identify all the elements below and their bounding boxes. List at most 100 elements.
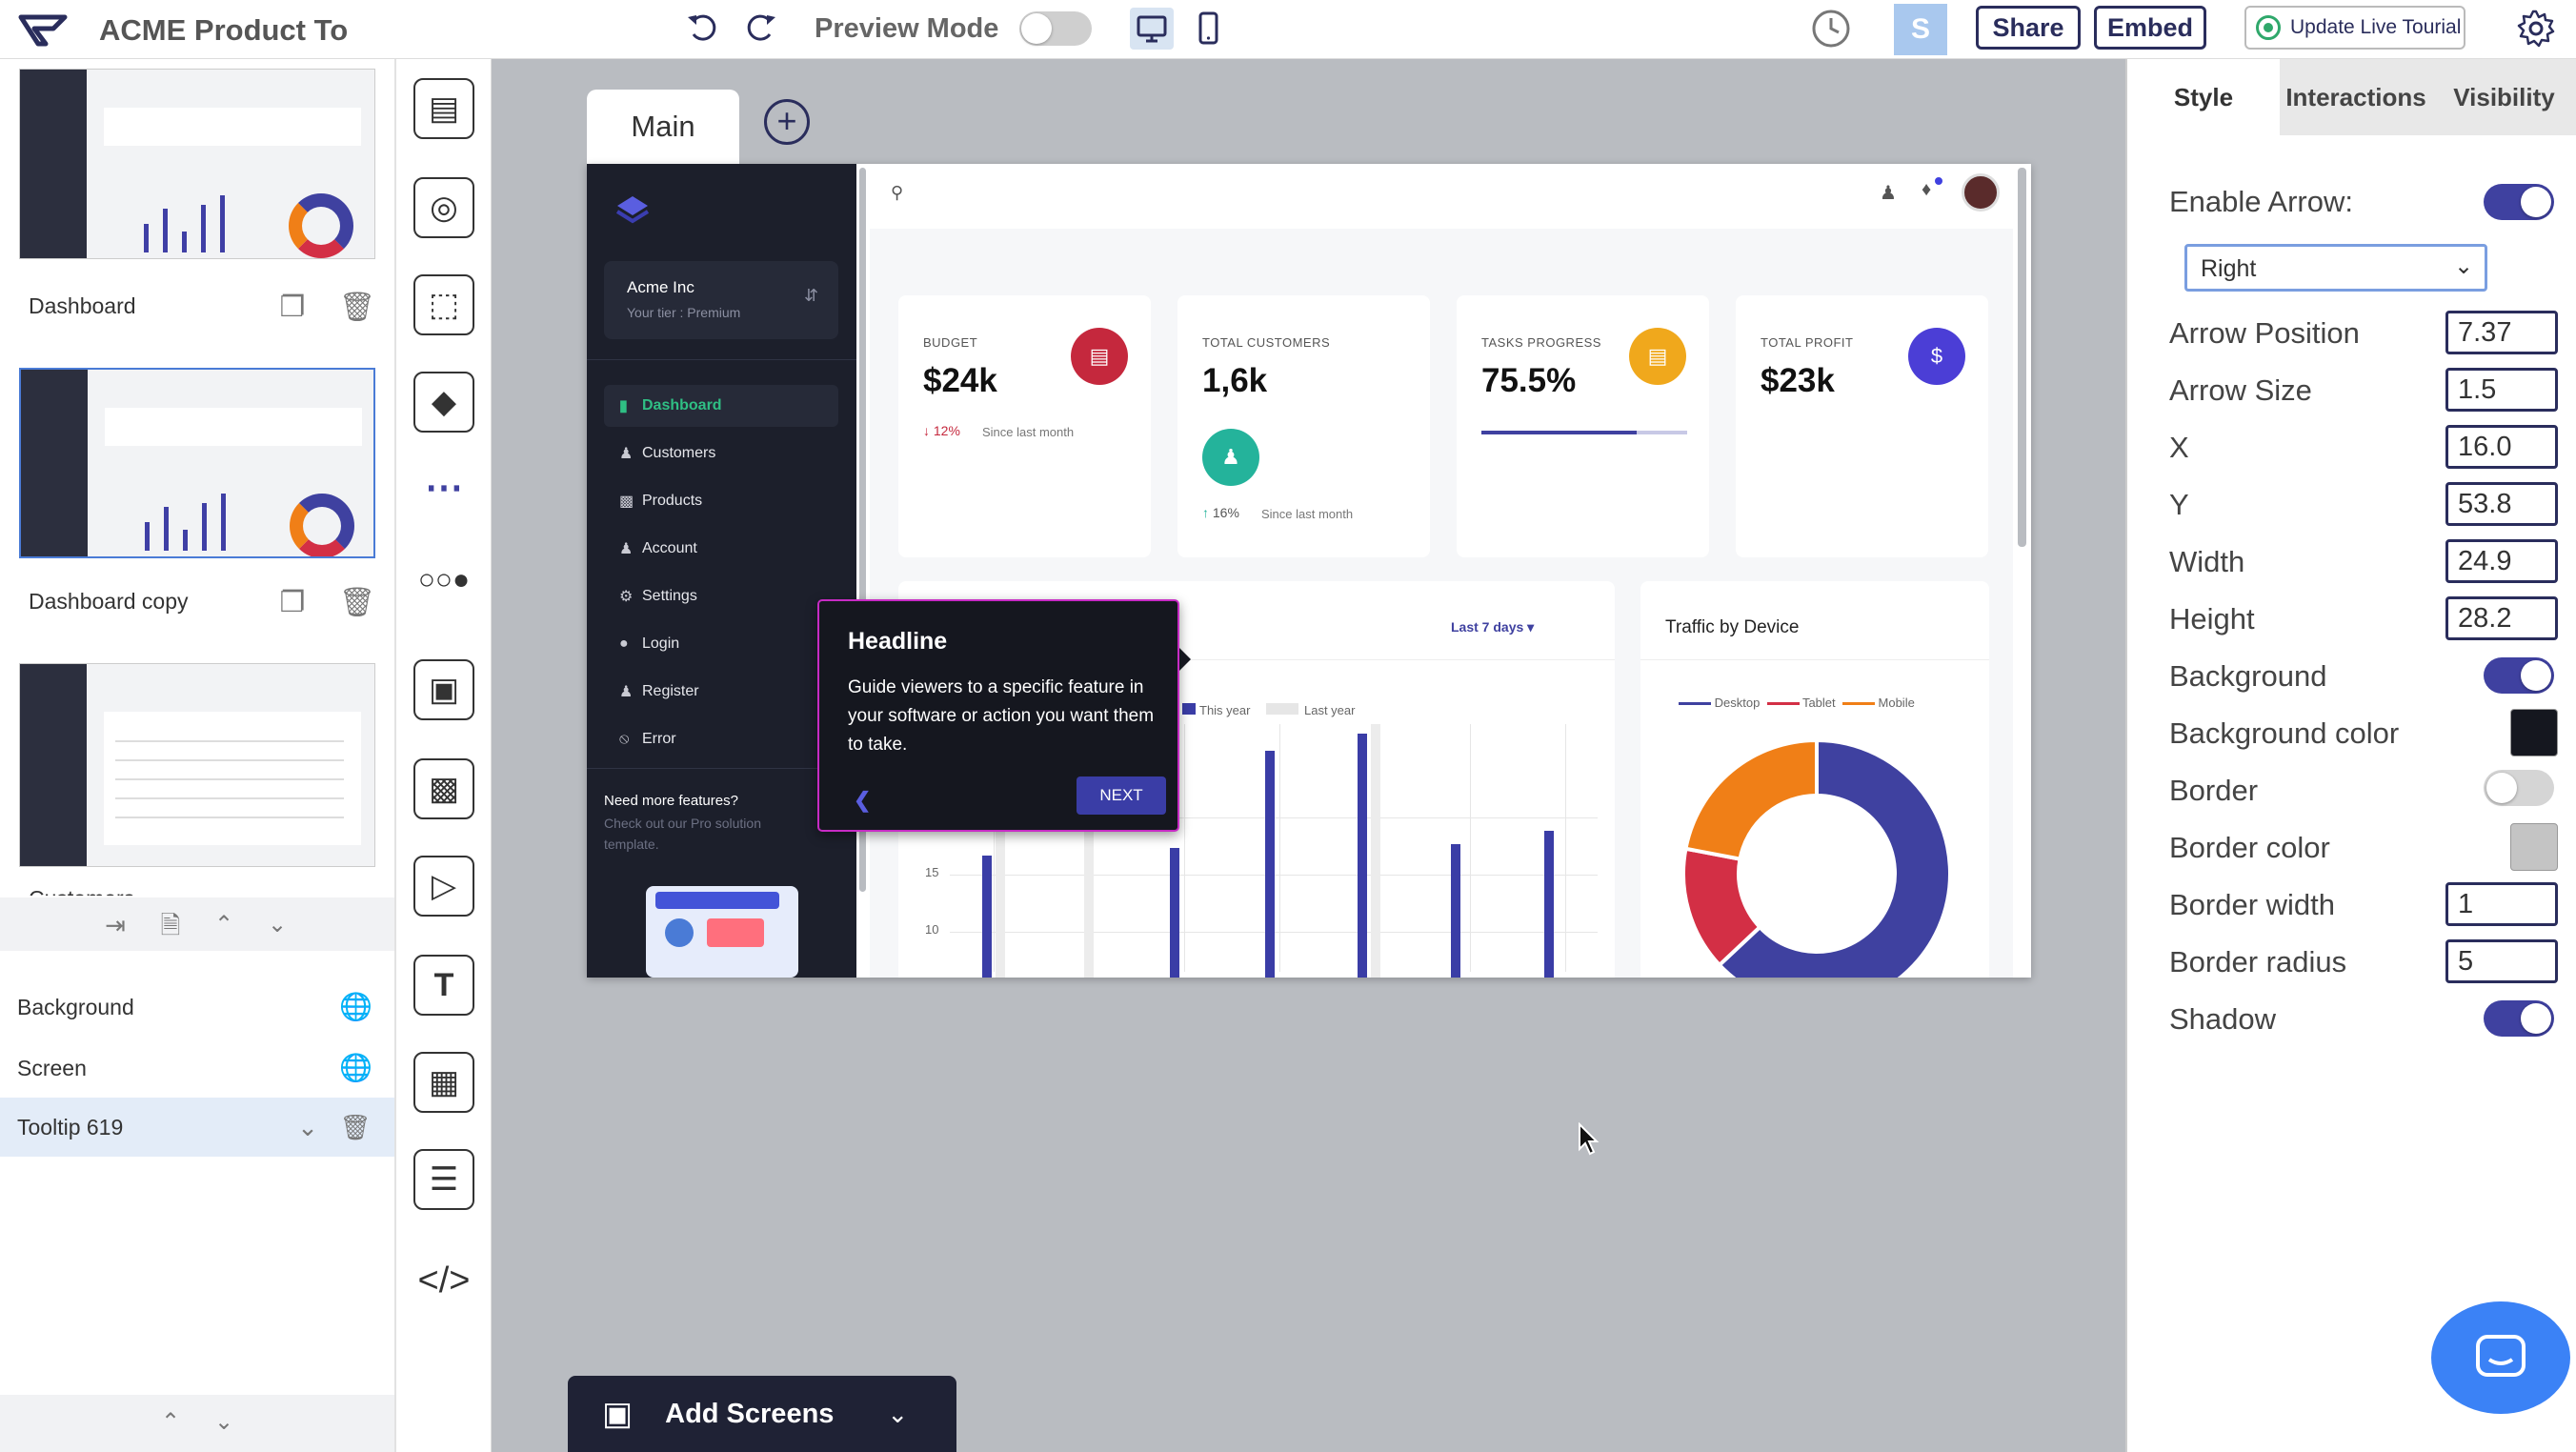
screen-title[interactable]: Dashboard — [29, 293, 136, 318]
enable-arrow-toggle[interactable] — [2484, 184, 2554, 220]
import-screen-icon[interactable]: ⇥ — [105, 911, 126, 939]
tab-visibility[interactable]: Visibility — [2432, 59, 2576, 135]
code-tool-icon[interactable]: </> — [417, 1260, 471, 1301]
delete-screen-icon[interactable]: 🗑 — [339, 587, 376, 618]
tooltip-arrow — [1179, 648, 1191, 671]
border-toggle[interactable] — [2484, 770, 2554, 806]
arrow-size-input[interactable]: 1.5 — [2445, 368, 2558, 412]
tooltip-next-button[interactable]: NEXT — [1077, 776, 1166, 815]
chat-support-button[interactable] — [2431, 1301, 2570, 1414]
border-width-input[interactable]: 1 — [2445, 882, 2558, 926]
mock-nav-dashboard: ▮ Dashboard — [604, 385, 838, 427]
add-tab-icon[interactable]: + — [764, 99, 810, 145]
settings-gear-icon[interactable] — [2515, 8, 2557, 50]
height-input[interactable]: 28.2 — [2445, 596, 2558, 640]
chevron-down-icon[interactable]: ⌄ — [297, 1113, 318, 1141]
add-screens-button[interactable]: ▣ Add Screens ⌄ — [568, 1376, 956, 1452]
form-tool-icon[interactable]: ☰ — [413, 1149, 474, 1210]
preview-mode-toggle[interactable] — [1019, 11, 1092, 46]
card-value: 1,6k — [1202, 362, 1268, 399]
mock-nav-label: Settings — [642, 588, 697, 604]
bar-last-year — [1084, 810, 1094, 978]
screen-actions-bar — [0, 897, 394, 951]
mock-nav-label: Login — [642, 635, 680, 652]
scroll-down-icon[interactable]: ⌄ — [213, 1409, 234, 1435]
tab-style[interactable]: Style — [2127, 59, 2280, 135]
update-live-tourial-button[interactable]: Update Live Tourial — [2244, 6, 2465, 50]
tooltip-619[interactable]: Headline Guide viewers to a specific fea… — [817, 599, 1179, 832]
new-screen-icon[interactable]: 🗎 — [160, 911, 181, 939]
app-logo-icon[interactable] — [17, 11, 72, 50]
image-tool-icon[interactable]: ▣ — [413, 659, 474, 720]
undo-icon[interactable] — [684, 11, 722, 46]
delete-screen-icon[interactable]: 🗑 — [339, 292, 376, 323]
mobile-view-icon[interactable] — [1189, 8, 1227, 50]
screen-thumbnail[interactable] — [19, 663, 375, 867]
element-toolbar: ▤ ◎ ⬚ ◆ ⋯ ○○● ▣ ▩ ▷ T ▦ ☰ </> — [396, 59, 492, 1452]
redo-icon[interactable] — [741, 11, 779, 46]
card-label: TOTAL CUSTOMERS — [1202, 335, 1331, 350]
screen-thumbnail[interactable] — [19, 368, 375, 558]
arrow-position-input[interactable]: 7.37 — [2445, 311, 2558, 354]
scroll-up-icon[interactable]: ⌃ — [160, 1409, 181, 1435]
add-screens-label: Add Screens — [665, 1398, 835, 1429]
border-radius-input[interactable]: 5 — [2445, 939, 2558, 983]
bar-this-year — [1451, 844, 1460, 978]
app-title[interactable]: ACME Product To — [99, 13, 349, 47]
share-button[interactable]: Share — [1976, 6, 2081, 50]
delete-layer-icon[interactable]: 🗑 — [339, 1113, 372, 1141]
annotation-tool-icon[interactable]: ▩ — [413, 758, 474, 819]
background-color-swatch[interactable] — [2510, 709, 2558, 756]
screen-title[interactable]: Dashboard copy — [29, 589, 189, 614]
blur-tool-icon[interactable]: ◆ — [413, 372, 474, 433]
history-clock-icon[interactable] — [1810, 8, 1852, 50]
legend-label: Tablet — [1801, 696, 1836, 710]
tooltip-headline[interactable]: Headline — [848, 628, 948, 655]
screen-preview[interactable]: Acme Inc Your tier : Premium ⇵ ▮ Dashboar… — [587, 164, 2031, 978]
layer-row[interactable]: Screen 🌐 — [0, 1039, 394, 1098]
tooltip-back-icon[interactable]: ❮ — [854, 788, 872, 812]
border-color-swatch[interactable] — [2510, 823, 2558, 871]
bar-this-year — [1265, 751, 1275, 978]
video-tool-icon[interactable]: ▷ — [413, 856, 474, 917]
hotspot-tool-icon[interactable]: ◎ — [413, 177, 474, 238]
layer-row-selected[interactable]: Tooltip 619 ⌄ 🗑 — [0, 1098, 394, 1157]
arrow-direction-select[interactable]: Right ⌄ — [2184, 244, 2487, 292]
profit-icon: $ — [1908, 328, 1965, 385]
screen-title[interactable]: Customers — [29, 886, 134, 896]
tab-main[interactable]: Main — [587, 90, 739, 164]
shape-tool-icon[interactable]: ▦ — [413, 1052, 474, 1113]
embed-button[interactable]: Embed — [2094, 6, 2206, 50]
width-input[interactable]: 24.9 — [2445, 539, 2558, 583]
traffic-title: Traffic by Device — [1665, 617, 1800, 637]
donut-slice-desktop — [1717, 737, 1952, 978]
x-input[interactable]: 16.0 — [2445, 425, 2558, 469]
screen-thumbnail[interactable] — [19, 69, 375, 259]
more-dots-icon[interactable]: ⋯ — [425, 467, 463, 509]
mock-nav-label: Register — [642, 683, 699, 699]
duplicate-screen-icon[interactable]: ❐ — [279, 587, 306, 618]
user-avatar[interactable]: S — [1894, 4, 1947, 55]
y-label: Y — [2169, 488, 2189, 521]
background-toggle[interactable] — [2484, 657, 2554, 694]
globe-icon[interactable]: 🌐 — [339, 992, 372, 1021]
tooltip-body[interactable]: Guide viewers to a specific feature in y… — [848, 677, 1155, 755]
progress-dots-icon[interactable]: ○○● — [417, 564, 471, 595]
bar-last-year — [1371, 724, 1380, 978]
tooltip-tool-icon[interactable]: ▤ — [413, 78, 474, 139]
duplicate-screen-icon[interactable]: ❐ — [279, 292, 306, 323]
y-input[interactable]: 53.8 — [2445, 482, 2558, 526]
customers-icon: ♟ — [1202, 429, 1259, 486]
select-area-tool-icon[interactable]: ⬚ — [413, 274, 474, 335]
shadow-toggle[interactable] — [2484, 1000, 2554, 1037]
text-tool-icon[interactable]: T — [413, 955, 474, 1016]
layer-row[interactable]: Background 🌐 — [0, 978, 394, 1037]
tab-label: Style — [2173, 82, 2234, 111]
shadow-label: Shadow — [2169, 1002, 2277, 1036]
desktop-view-icon[interactable] — [1130, 8, 1174, 50]
tab-interactions[interactable]: Interactions — [2280, 59, 2432, 135]
move-down-icon[interactable]: ⌄ — [267, 912, 288, 938]
mock-logo-icon — [614, 192, 652, 231]
move-up-icon[interactable]: ⌃ — [213, 912, 234, 938]
globe-icon[interactable]: 🌐 — [339, 1053, 372, 1082]
